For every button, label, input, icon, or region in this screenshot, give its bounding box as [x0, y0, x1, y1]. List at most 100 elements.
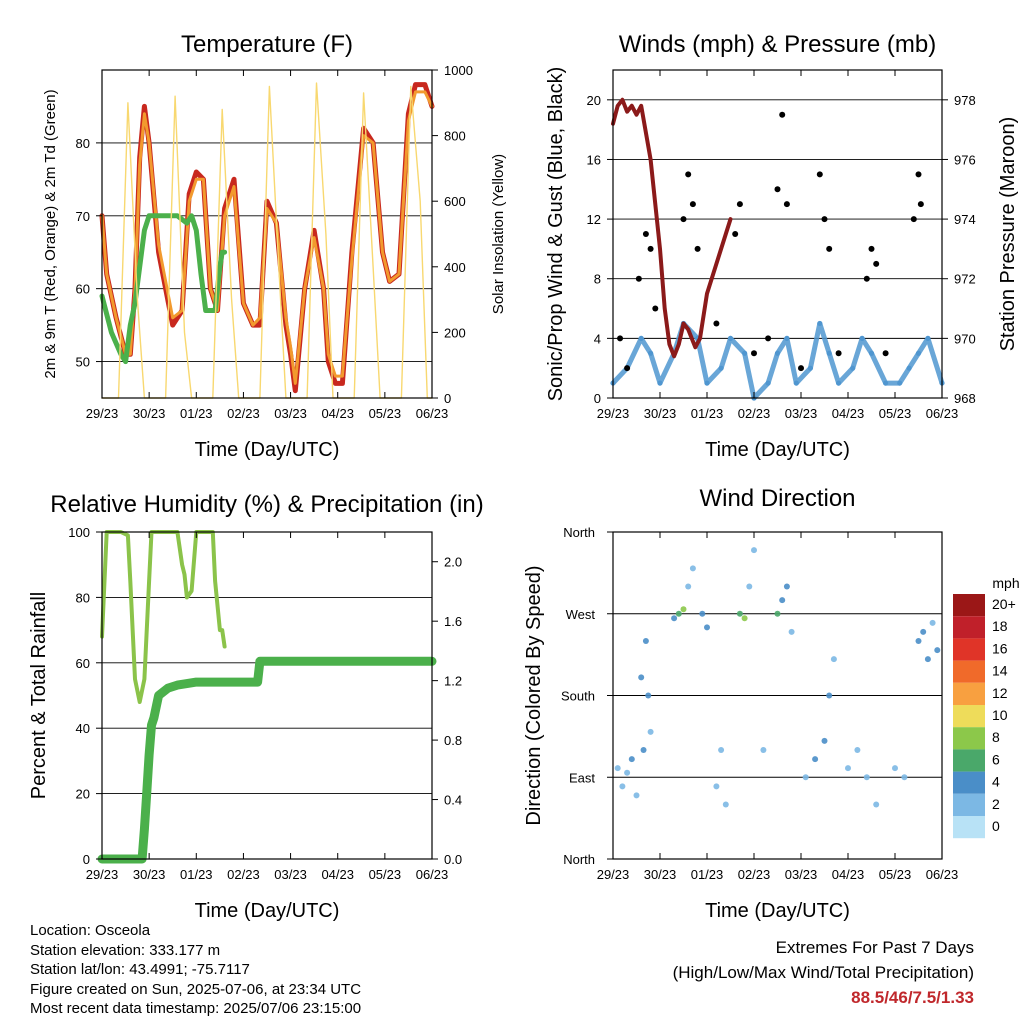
y-tick-label: 16	[587, 152, 601, 167]
series-point-gust	[821, 216, 828, 223]
wind-direction-point	[722, 801, 729, 808]
colorbar-swatch	[953, 682, 985, 705]
wind-direction-point	[741, 615, 748, 622]
x-tick-label: 03/23	[274, 406, 307, 421]
y-axis-label: 2m & 9m T (Red, Orange) & 2m Td (Green)	[42, 89, 59, 378]
colorbar-swatch	[953, 816, 985, 839]
wind-direction-point	[624, 769, 631, 776]
series-point-gust	[868, 245, 875, 252]
wind-direction-point	[920, 628, 927, 635]
y2-tick-label: 0.4	[444, 793, 462, 808]
most-recent-timestamp: Most recent data timestamp: 2025/07/06 2…	[30, 1000, 362, 1017]
x-tick-label: 01/23	[180, 406, 213, 421]
x-tick-label: 04/23	[832, 867, 865, 882]
wind-direction-point	[736, 610, 743, 617]
wind-direction-point	[788, 628, 795, 635]
series-point-gust	[736, 201, 743, 208]
series-point-gust	[910, 216, 917, 223]
wind-direction-point	[642, 638, 649, 644]
colorbar-title: mph	[992, 575, 1019, 591]
wind-direction-point	[845, 765, 851, 772]
series-point-gust	[732, 231, 739, 237]
wind-direction-point	[746, 583, 753, 590]
x-axis-label: Time (Day/UTC)	[195, 439, 340, 461]
y2-tick-label: 200	[444, 325, 466, 340]
y-tick-label: 12	[587, 212, 601, 227]
series-point-gust	[635, 275, 642, 282]
series-line-2m-td	[99, 213, 228, 365]
plot-frame	[101, 531, 433, 860]
series-point-gust	[652, 305, 659, 312]
y-tick-label: 60	[76, 282, 90, 297]
station-location: Location: Osceola	[30, 922, 151, 939]
wind-direction-point	[619, 783, 626, 790]
x-tick-label: 06/23	[926, 406, 959, 421]
series-point-gust	[798, 365, 804, 372]
series-point-gust	[694, 245, 701, 252]
y-tick-label: 20	[587, 93, 601, 108]
y2-tick-label: 0	[444, 391, 451, 406]
x-tick-label: 30/23	[644, 867, 677, 882]
x-tick-label: 30/23	[133, 867, 166, 882]
x-tick-label: 03/23	[274, 867, 307, 882]
series-point-gust	[863, 275, 870, 282]
series-point-gust	[917, 201, 924, 208]
x-tick-label: 04/23	[321, 406, 354, 421]
series-point-gust	[873, 260, 880, 267]
series-point-gust	[713, 320, 720, 327]
x-axis-label: Time (Day/UTC)	[705, 900, 850, 922]
colorbar-label: 10	[992, 707, 1008, 723]
wind-direction-point	[873, 801, 880, 808]
wind-direction-point	[751, 547, 757, 554]
wind-direction-point	[718, 747, 725, 753]
y2-tick-label: 1000	[444, 63, 473, 78]
wind-direction-point	[640, 747, 647, 753]
y2-tick-label: 968	[954, 391, 976, 406]
colorbar-swatch	[953, 616, 985, 639]
x-tick-label: 30/23	[133, 406, 166, 421]
y-tick-label: 80	[76, 136, 90, 151]
y2-tick-label: 978	[954, 93, 976, 108]
y2-tick-label: 400	[444, 260, 466, 275]
x-tick-label: 30/23	[644, 406, 677, 421]
series-line-9m-t	[100, 90, 434, 385]
colorbar-label: 0	[992, 818, 1000, 834]
series-line-wind	[611, 321, 945, 401]
y-tick-label: 70	[76, 209, 90, 224]
x-tick-label: 06/23	[416, 867, 449, 882]
series-point-gust	[774, 186, 781, 193]
station-elevation: Station elevation: 333.177 m	[30, 941, 221, 959]
chart-title: Temperature (F)	[181, 31, 353, 58]
wind-direction-point	[901, 774, 908, 781]
x-tick-label: 01/23	[691, 867, 724, 882]
y2-tick-label: 974	[954, 212, 976, 227]
y2-tick-label: 2.0	[444, 555, 462, 570]
wind-direction-point	[638, 674, 645, 681]
wind-direction-point	[802, 774, 809, 781]
colorbar-swatch	[953, 660, 985, 683]
chart-panel-2: Winds (mph) & Pressure (mb) 29/23 30/23 01/…	[545, 31, 1019, 461]
x-tick-label: 05/23	[879, 867, 912, 882]
colorbar-swatch	[953, 749, 985, 772]
chart-panel-1: Temperature (F) 29/23 30/23 01/23 02/23 03/23…	[42, 31, 507, 461]
colorbar-swatch	[953, 771, 985, 794]
wind-direction-point	[783, 583, 790, 590]
wind-direction-point	[821, 737, 828, 744]
wind-direction-point	[774, 610, 781, 617]
x-tick-label: 03/23	[785, 867, 818, 882]
colorbar-label: 4	[992, 774, 1000, 790]
series-line-total-precipitation	[97, 656, 437, 864]
y-tick-label: 50	[76, 355, 90, 370]
series-point-gust	[765, 335, 772, 342]
series-line-station-pressure	[611, 97, 733, 359]
x-tick-label: 06/23	[926, 867, 959, 882]
wind-direction-point	[713, 783, 720, 790]
x-tick-label: 05/23	[369, 867, 402, 882]
series-point-gust	[689, 201, 696, 208]
wind-direction-point	[645, 692, 652, 699]
colorbar-swatch	[953, 594, 985, 617]
extremes-title: Extremes For Past 7 Days	[775, 938, 974, 957]
x-tick-label: 29/23	[597, 406, 630, 421]
y-tick-label: 4	[594, 331, 601, 346]
